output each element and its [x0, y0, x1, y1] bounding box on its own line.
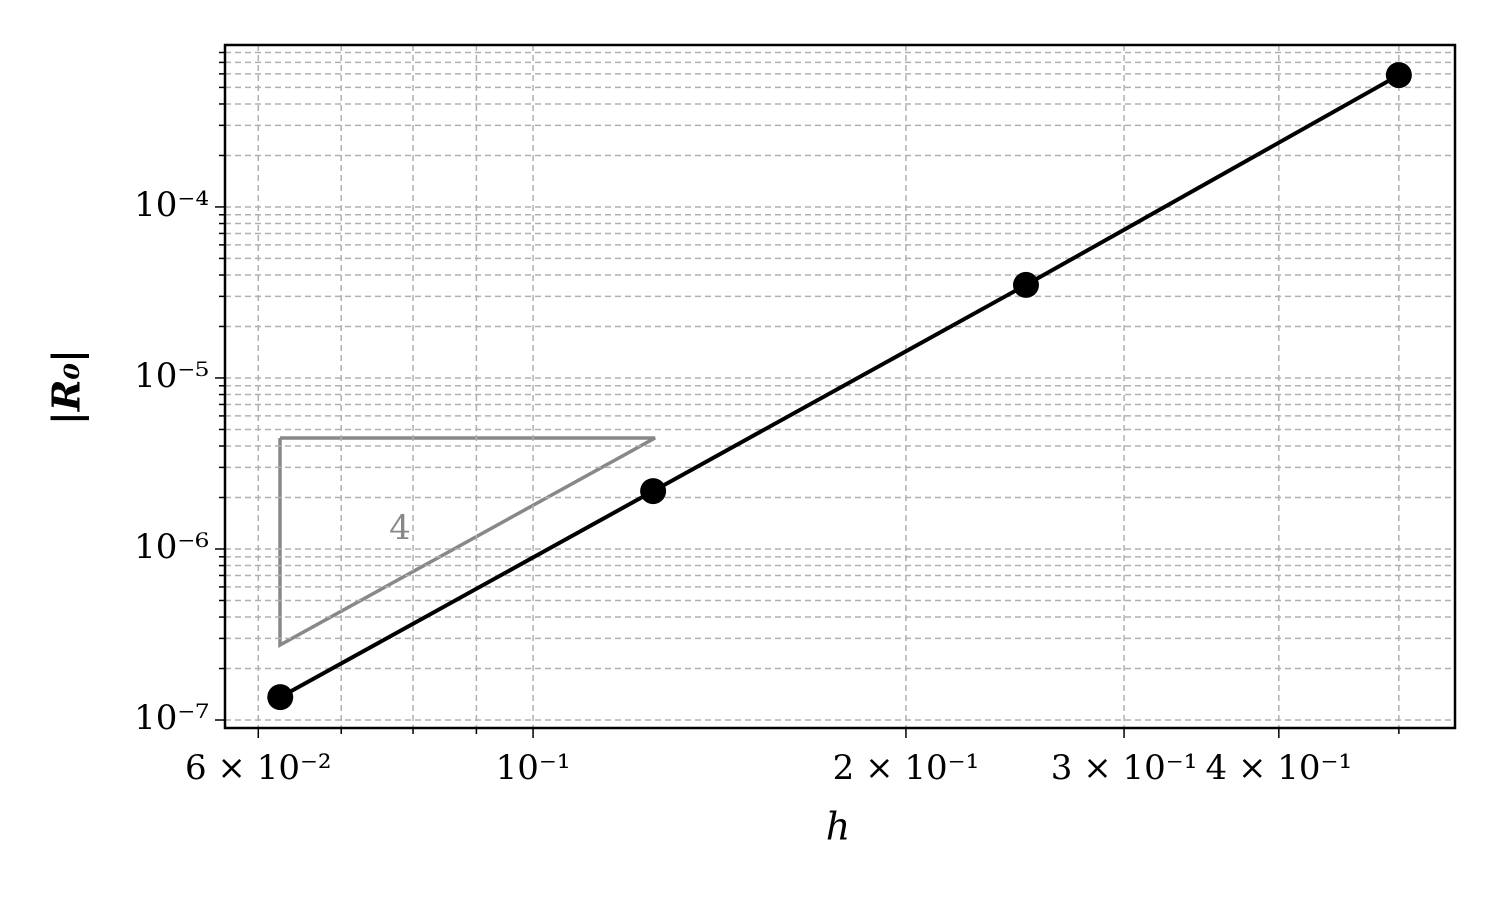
data-point [640, 478, 667, 505]
y-tick-label: 10⁻⁴ [134, 185, 209, 225]
plot-frame [223, 43, 1457, 730]
x-tick-label: 3 × 10⁻¹ [1051, 748, 1198, 788]
x-tick-label: 6 × 10⁻² [185, 748, 332, 788]
y-tick-label: 10⁻⁵ [134, 356, 209, 396]
x-tick-label: 2 × 10⁻¹ [833, 748, 980, 788]
x-tick-label: 4 × 10⁻¹ [1206, 748, 1353, 788]
data-point [1012, 271, 1039, 298]
slope-triangle [278, 436, 656, 648]
y-tick-label: 10⁻⁶ [134, 527, 209, 567]
y-axis-label: |R₀| [44, 349, 89, 425]
x-tick-label: 10⁻¹ [496, 748, 571, 788]
x-axis-label: h [826, 805, 850, 849]
data-point [1385, 62, 1412, 89]
y-tick-label: 10⁻⁷ [134, 698, 209, 738]
slope-label: 4 [389, 508, 411, 548]
data-point [267, 684, 294, 711]
series-line [279, 73, 1400, 699]
